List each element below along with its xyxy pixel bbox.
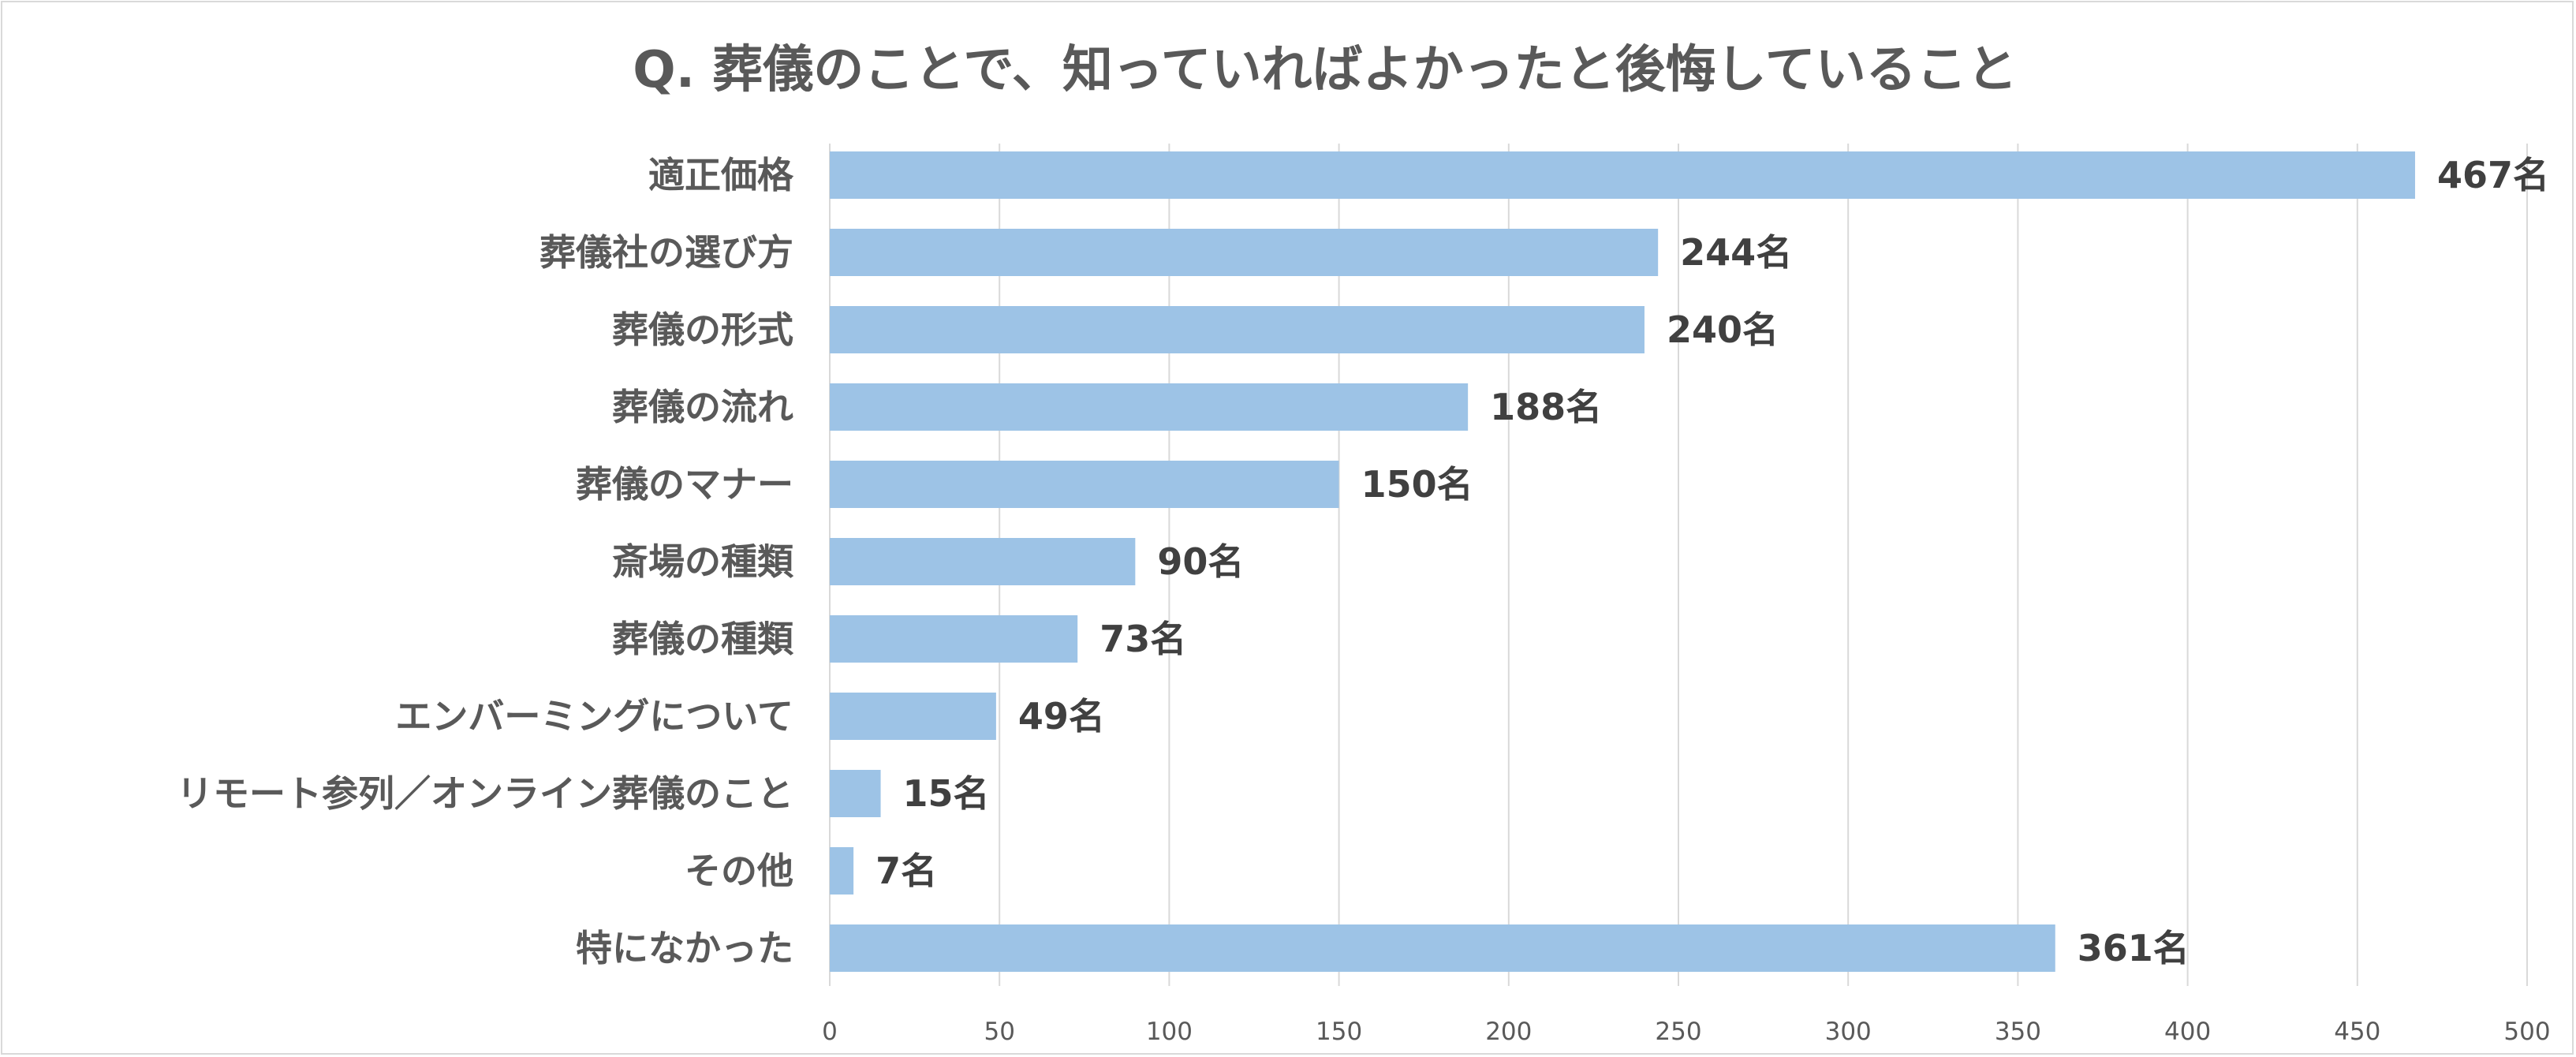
- category-label: 斎場の種類: [612, 540, 794, 583]
- x-tick-label: 500: [2503, 1018, 2550, 1046]
- x-tick-label: 0: [822, 1018, 838, 1046]
- category-label: 葬儀のマナー: [576, 463, 793, 506]
- bar-0: [830, 151, 2415, 199]
- x-axis-ticks: 0 50 100 150 200 250 300 350 400 450 500: [822, 1018, 2550, 1046]
- data-label: 361名: [2078, 927, 2190, 969]
- x-tick-label: 150: [1316, 1018, 1362, 1046]
- data-label: 15名: [903, 772, 990, 815]
- category-label: 葬儀の形式: [612, 308, 793, 351]
- data-label: 73名: [1099, 618, 1186, 660]
- data-label: 90名: [1157, 540, 1244, 583]
- category-label: 葬儀の種類: [612, 618, 794, 660]
- data-label: 240名: [1667, 308, 1779, 351]
- category-label: 特になかった: [576, 927, 793, 969]
- bar-4: [830, 461, 1339, 508]
- bar-6: [830, 615, 1078, 663]
- bar-3: [830, 383, 1469, 431]
- x-tick-label: 400: [2164, 1018, 2211, 1046]
- x-tick-label: 200: [1485, 1018, 1532, 1046]
- x-tick-label: 250: [1655, 1018, 1701, 1046]
- bar-8: [830, 770, 881, 817]
- category-label: その他: [685, 850, 793, 892]
- gridlines: [829, 144, 2528, 986]
- data-label: 244名: [1680, 231, 1792, 274]
- bar-2: [830, 306, 1645, 353]
- bar-5: [830, 538, 1136, 585]
- bar-1: [830, 229, 1659, 276]
- x-tick-label: 350: [1995, 1018, 2041, 1046]
- category-label: リモート参列／オンライン葬儀のこと: [177, 772, 793, 815]
- chart-title: Q. 葬儀のことで、知っていればよかったと後悔していること: [633, 41, 2017, 99]
- category-label: エンバーミングについて: [395, 695, 793, 738]
- category-label: 葬儀の流れ: [612, 386, 793, 428]
- x-tick-label: 450: [2334, 1018, 2380, 1046]
- data-label: 467名: [2437, 154, 2549, 196]
- bar-10: [830, 924, 2055, 972]
- bars: [830, 151, 2415, 972]
- x-tick-label: 50: [984, 1018, 1014, 1046]
- data-label: 188名: [1490, 386, 1602, 428]
- category-label: 葬儀社の選び方: [539, 231, 793, 274]
- x-tick-label: 100: [1146, 1018, 1193, 1046]
- data-label: 49名: [1018, 695, 1105, 738]
- category-label: 適正価格: [648, 154, 794, 196]
- data-label: 7名: [875, 850, 937, 892]
- data-label: 150名: [1361, 463, 1473, 506]
- bar-9: [830, 847, 854, 895]
- x-tick-label: 300: [1825, 1018, 1872, 1046]
- bar-7: [830, 693, 996, 740]
